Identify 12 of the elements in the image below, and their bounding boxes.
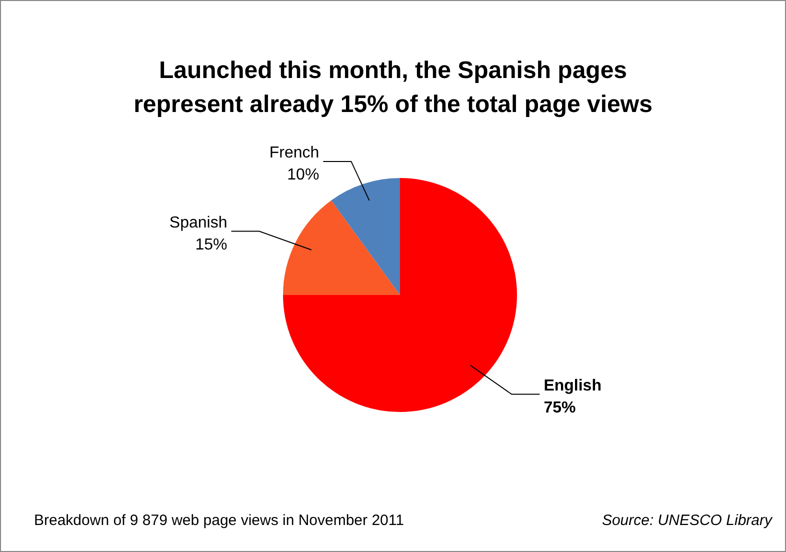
pie-slice <box>283 200 400 295</box>
pie-slice <box>283 178 517 412</box>
slice-label: French <box>269 144 320 162</box>
chart-title: Launched this month, the Spanish pages represent already 15% of the total page views <box>134 57 652 118</box>
data-label: 15% <box>195 236 228 254</box>
source-note: Source: UNESCO Library <box>602 512 774 529</box>
data-label: 75% <box>544 399 576 416</box>
pie-slice <box>331 178 400 295</box>
slice-label: Spanish <box>169 214 228 232</box>
slice-label: English <box>544 377 602 394</box>
data-label: 10% <box>287 166 320 184</box>
text: Breakdown of 9 879 web page views in November 2011 <box>34 512 404 529</box>
